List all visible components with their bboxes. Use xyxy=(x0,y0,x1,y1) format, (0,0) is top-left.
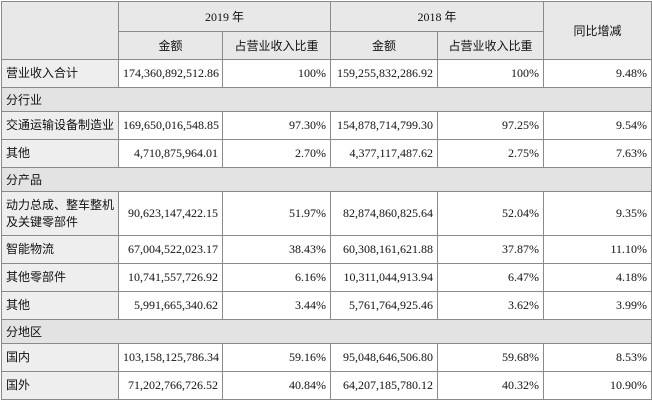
row-label: 交通运输设备制造业 xyxy=(1,111,119,140)
cell: 10.90% xyxy=(543,371,652,400)
section-label: 分行业 xyxy=(0,87,652,112)
table-header: 2019 年 2018 年 同比增减 金额 占营业收入比重 金额 占营业收入比重 xyxy=(1,1,652,60)
row-label: 智能物流 xyxy=(1,235,119,264)
cell: 59.16% xyxy=(221,343,332,372)
cell: 95,048,646,506.80 xyxy=(330,343,439,372)
cell: 7.63% xyxy=(543,139,652,168)
row-label: 其他 xyxy=(1,139,119,168)
sub-header: 占营业收入比重 xyxy=(437,31,545,60)
sub-header: 金额 xyxy=(118,31,223,60)
data-row: 其他 4,710,875,964.01 2.70% 4,377,117,487.62 2… xyxy=(1,139,652,168)
sub-header: 占营业收入比重 xyxy=(221,31,332,60)
cell: 174,360,892,512.86 xyxy=(118,59,223,88)
cell: 10,741,557,726.92 xyxy=(118,263,223,292)
cell: 67,004,522,023.17 xyxy=(118,235,223,264)
cell: 10,311,044,913.94 xyxy=(330,263,439,292)
cell: 8.53% xyxy=(543,343,652,372)
row-label: 国外 xyxy=(1,371,119,400)
cell: 97.25% xyxy=(437,111,545,140)
cell: 154,878,714,799.30 xyxy=(330,111,439,140)
row-label: 其他 xyxy=(1,291,119,320)
section-label: 分地区 xyxy=(0,319,652,344)
cell: 159,255,832,286.92 xyxy=(330,59,439,88)
cell: 3.62% xyxy=(437,291,545,320)
cell: 4,710,875,964.01 xyxy=(118,139,223,168)
cell: 4.18% xyxy=(543,263,652,292)
cell: 40.32% xyxy=(437,371,545,400)
cell: 52.04% xyxy=(437,191,545,236)
year-header: 2019 年 xyxy=(117,1,332,32)
cell: 6.47% xyxy=(437,263,545,292)
data-row: 国内 103,158,125,786.34 59.16% 95,048,646,506… xyxy=(1,343,652,372)
cell: 100% xyxy=(221,59,332,88)
cell: 97.30% xyxy=(221,111,332,140)
change-header: 同比增减 xyxy=(543,1,652,60)
section-row: 分行业 xyxy=(0,87,652,112)
cell: 3.44% xyxy=(221,291,332,320)
cell: 90,623,147,422.15 xyxy=(118,191,223,236)
cell: 37.87% xyxy=(437,235,545,264)
cell: 100% xyxy=(437,59,545,88)
data-row: 国外 71,202,766,726.52 40.84% 64,207,185,780.… xyxy=(1,371,652,400)
cell: 6.16% xyxy=(221,263,332,292)
data-row: 动力总成、整车整机及关键零部件 90,623,147,422.15 51.97% 82… xyxy=(1,191,652,236)
cell: 9.54% xyxy=(543,111,652,140)
row-label: 国内 xyxy=(1,343,119,372)
cell: 60,308,161,621.88 xyxy=(330,235,439,264)
row-label: 动力总成、整车整机及关键零部件 xyxy=(1,191,119,236)
cell: 5,991,665,340.62 xyxy=(118,291,223,320)
cell: 64,207,185,780.12 xyxy=(330,371,439,400)
cell: 59.68% xyxy=(437,343,545,372)
cell: 5,761,764,925.46 xyxy=(330,291,439,320)
cell: 9.48% xyxy=(543,59,652,88)
cell: 3.99% xyxy=(543,291,652,320)
row-label: 营业收入合计 xyxy=(1,59,119,88)
cell: 2.70% xyxy=(221,139,332,168)
cell: 103,158,125,786.34 xyxy=(118,343,223,372)
sub-header: 金额 xyxy=(330,31,439,60)
section-label: 分产品 xyxy=(0,167,652,192)
cell: 40.84% xyxy=(221,371,332,400)
table-body: 营业收入合计 174,360,892,512.86 100% 159,255,832,… xyxy=(0,59,652,400)
data-row: 其他 5,991,665,340.62 3.44% 5,761,764,925.46 3… xyxy=(1,291,652,320)
data-row: 其他零部件 10,741,557,726.92 6.16% 10,311,044,91… xyxy=(1,263,652,292)
cell: 38.43% xyxy=(221,235,332,264)
cell: 11.10% xyxy=(543,235,652,264)
cell: 82,874,860,825.64 xyxy=(330,191,439,236)
section-row: 分地区 xyxy=(0,319,652,344)
data-row: 智能物流 67,004,522,023.17 38.43% 60,308,161,62… xyxy=(1,235,652,264)
year-header: 2018 年 xyxy=(330,1,545,32)
cell: 71,202,766,726.52 xyxy=(118,371,223,400)
header-row: 金额 占营业收入比重 金额 占营业收入比重 xyxy=(2,31,652,60)
cell: 169,650,016,548.85 xyxy=(118,111,223,140)
cell: 51.97% xyxy=(221,191,332,236)
row-label: 其他零部件 xyxy=(1,263,119,292)
header-blank xyxy=(1,1,119,60)
section-row: 分产品 xyxy=(0,167,652,192)
data-row: 交通运输设备制造业 169,650,016,548.85 97.30% 154,878… xyxy=(1,111,652,140)
cell: 9.35% xyxy=(543,191,652,236)
header-row: 2019 年 2018 年 同比增减 xyxy=(1,1,652,60)
data-row: 营业收入合计 174,360,892,512.86 100% 159,255,832,… xyxy=(1,59,652,88)
cell: 2.75% xyxy=(437,139,545,168)
cell: 4,377,117,487.62 xyxy=(330,139,439,168)
